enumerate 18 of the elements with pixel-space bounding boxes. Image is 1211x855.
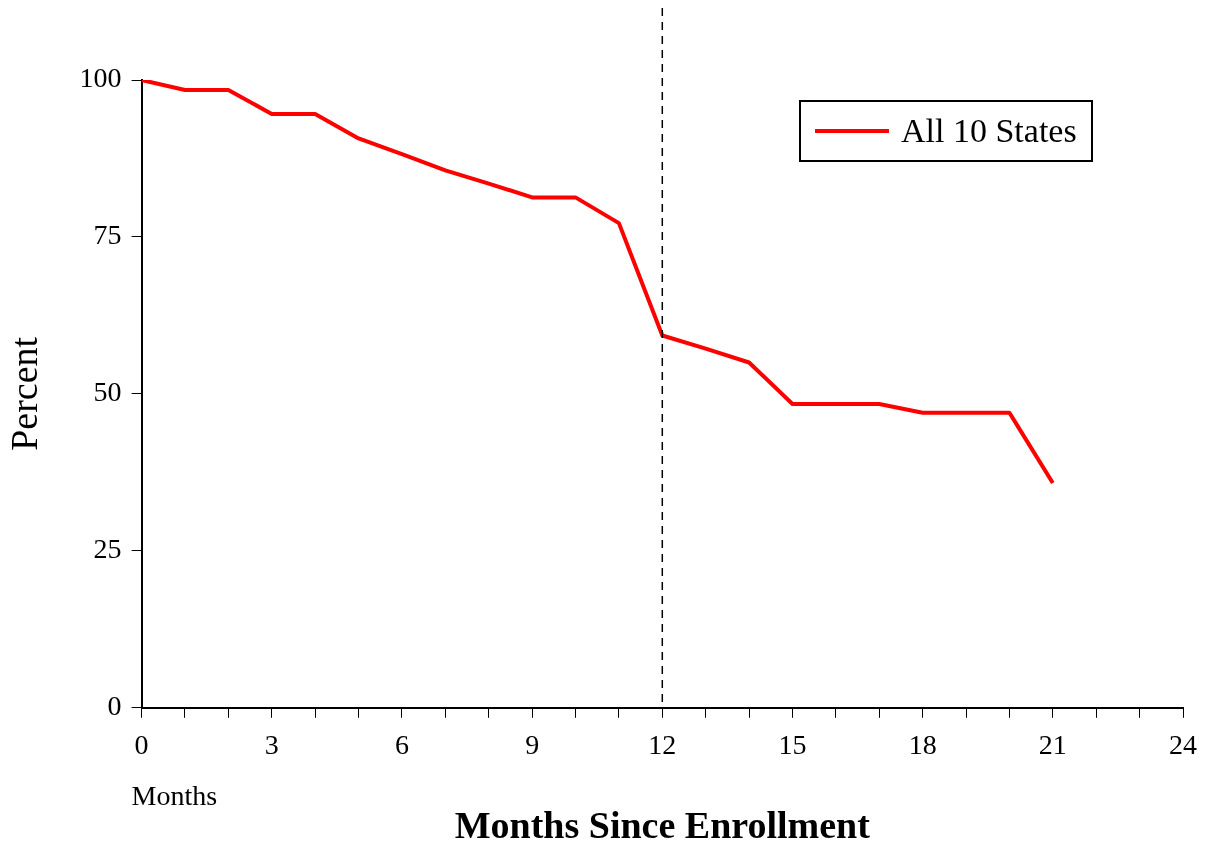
x-tick-label: 0 <box>134 728 149 760</box>
x-tick-label: 9 <box>525 728 540 760</box>
x-tick-label: 6 <box>394 728 409 760</box>
text: Months <box>131 779 218 812</box>
y-tick-label: 50 <box>93 376 122 408</box>
y-axis-title: Percent <box>2 336 45 451</box>
x-tick-label: 21 <box>1038 728 1067 760</box>
legend-label: All 10 States <box>901 112 1077 150</box>
y-tick-label: 0 <box>107 690 122 722</box>
x-axis-title: Months Since Enrollment <box>454 804 871 847</box>
x-tick-label: 18 <box>908 728 937 760</box>
x-tick-label: 3 <box>264 728 279 760</box>
x-tick-label: 12 <box>648 728 677 760</box>
y-tick-label: 100 <box>79 62 122 94</box>
y-tick-label: 75 <box>93 219 122 251</box>
x-tick-label: 15 <box>778 728 807 760</box>
y-tick-label: 25 <box>93 533 122 565</box>
x-tick-label: 24 <box>1169 728 1197 760</box>
